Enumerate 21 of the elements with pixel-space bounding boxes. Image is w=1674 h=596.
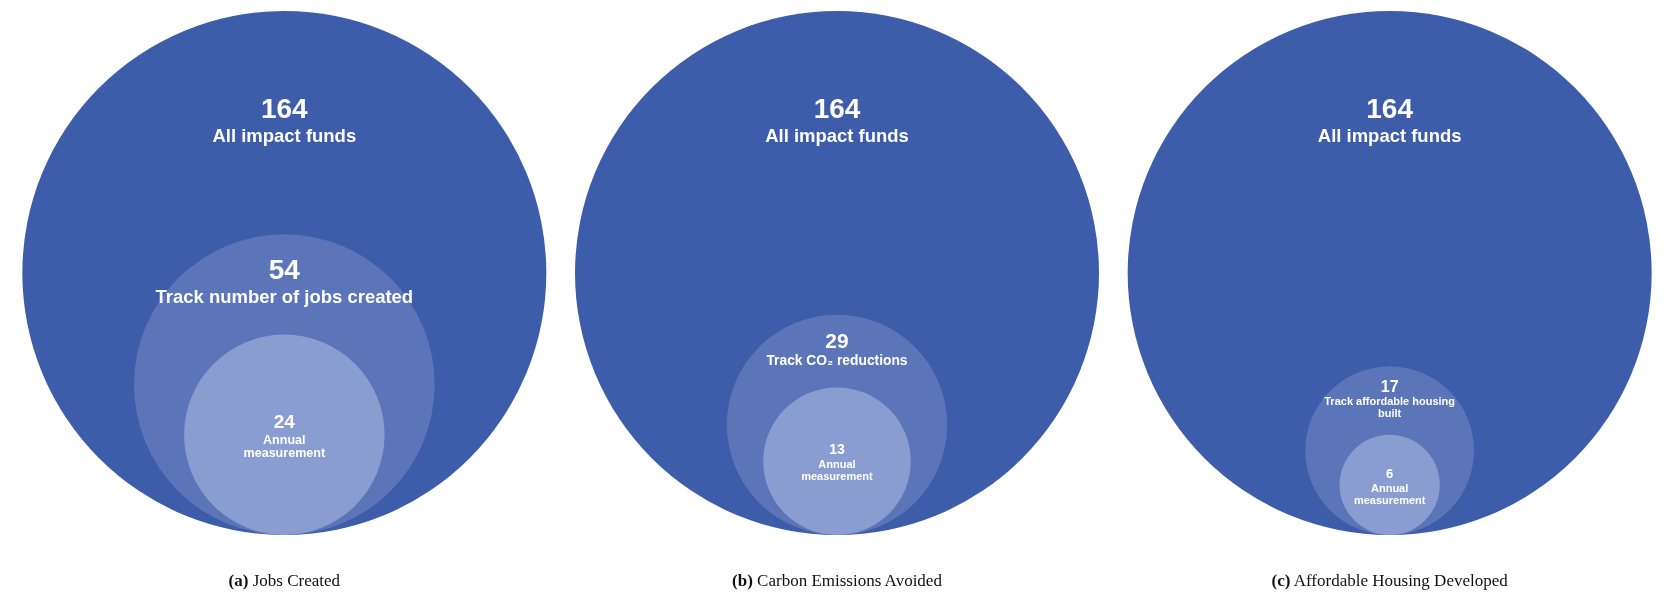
data-label: 164 [1366,93,1414,125]
category-label: Annual measurement [1353,481,1426,506]
text: (b) Carbon Emissions Avoided [732,571,943,590]
category-label: Track CO₂ reductions [766,351,908,368]
data-label: 29 [825,328,849,352]
data-label: 6 [1386,465,1394,481]
text: (c) Affordable Housing Developed [1271,571,1509,590]
category-label: Annual measurement [243,432,326,461]
category-label: All impact funds [1317,124,1462,146]
data-label: 24 [273,410,296,432]
category-label: Annual measurement [801,458,874,483]
category-label: All impact funds [765,124,909,146]
data-label: 164 [260,93,309,125]
data-label: 54 [268,254,301,286]
category-label: Track number of jobs created [155,285,414,307]
data-label: 13 [829,441,845,458]
data-label: 164 [813,93,861,125]
data-label: 17 [1380,376,1399,395]
category-label: Track affordable housing built [1324,395,1456,420]
text: (a) Jobs Created [228,571,341,590]
category-label: All impact funds [212,124,357,146]
